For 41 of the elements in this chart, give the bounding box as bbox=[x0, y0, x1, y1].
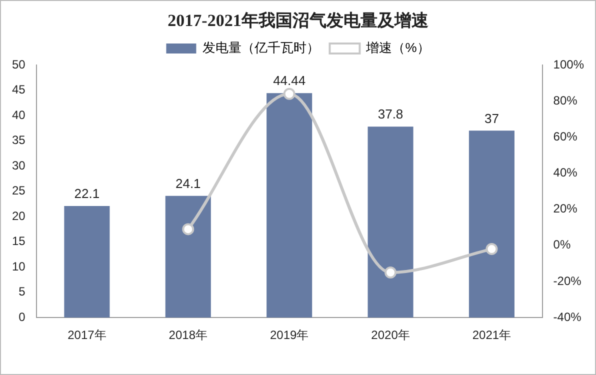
x-tick-label: 2020年 bbox=[371, 328, 410, 342]
y2-tick-label: 60% bbox=[553, 129, 578, 144]
point bbox=[182, 223, 194, 236]
y2-tick-label: -40% bbox=[553, 310, 582, 324]
x-tick-label: 2018年 bbox=[168, 328, 208, 342]
y-tick-label: 35 bbox=[12, 133, 26, 148]
chart-title: 2017-2021年我国沼气发电量及增速 bbox=[166, 10, 430, 32]
x-tick-label: 2017年 bbox=[68, 328, 106, 342]
y2-tick-label: -20% bbox=[553, 274, 582, 288]
bar bbox=[64, 206, 110, 318]
y-tick-label: 20 bbox=[12, 208, 26, 223]
y-tick-label: 10 bbox=[12, 259, 26, 274]
y-tick-label: 25 bbox=[12, 184, 26, 198]
bar bbox=[165, 196, 211, 318]
legend-label: 增速（%） bbox=[365, 40, 430, 56]
y2-tick-label: 40% bbox=[553, 166, 578, 180]
bar bbox=[468, 130, 514, 318]
y-tick-label: 45 bbox=[12, 82, 26, 97]
bar bbox=[266, 93, 312, 318]
y-tick-label: 0 bbox=[18, 310, 26, 324]
point bbox=[384, 266, 397, 278]
point bbox=[486, 243, 498, 256]
x-tick-label: 2019年 bbox=[270, 328, 309, 342]
legend-label: 发电量（亿千瓦时） bbox=[202, 40, 320, 56]
data-label: 44.44 bbox=[273, 73, 306, 88]
bar bbox=[368, 126, 414, 318]
y-tick-label: 40 bbox=[12, 108, 26, 122]
data-label: 37 bbox=[484, 110, 499, 126]
y2-tick-label: 80% bbox=[553, 93, 578, 108]
y-tick-label: 15 bbox=[12, 234, 26, 248]
y-tick-label: 5 bbox=[18, 284, 26, 299]
data-label: 24.1 bbox=[175, 176, 201, 191]
y-tick-label: 50 bbox=[12, 57, 26, 72]
data-label: 22.1 bbox=[74, 186, 100, 202]
y2-tick-label: 20% bbox=[553, 202, 578, 216]
point bbox=[283, 88, 296, 100]
y-tick-label: 30 bbox=[12, 158, 26, 172]
y2-tick-label: 0% bbox=[553, 238, 571, 252]
data-label: 37.8 bbox=[378, 106, 404, 122]
y2-tick-label: 100% bbox=[553, 57, 584, 72]
x-tick-label: 2021年 bbox=[472, 328, 512, 342]
